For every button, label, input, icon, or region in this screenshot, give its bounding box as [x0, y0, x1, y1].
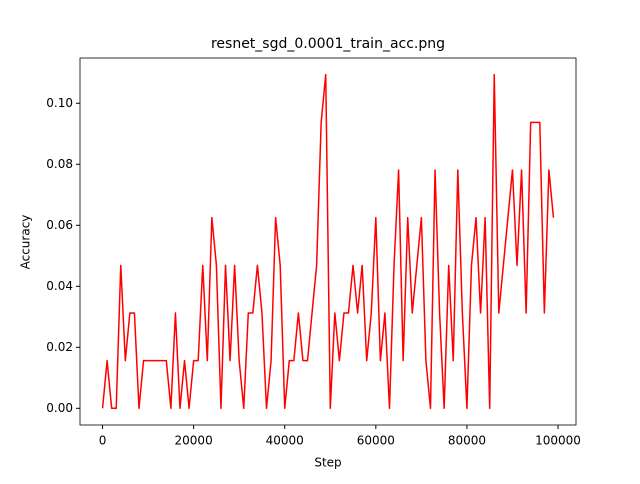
plot-frame [79, 57, 577, 426]
y-tick-label: 0.10 [46, 96, 73, 110]
x-tick-label: 80000 [448, 434, 486, 448]
chart-title: resnet_sgd_0.0001_train_acc.png [211, 36, 445, 52]
y-tick-label: 0.08 [46, 157, 73, 171]
y-tick-label: 0.06 [46, 218, 73, 232]
x-tick-label: 40000 [266, 434, 304, 448]
x-axis-label: Step [314, 456, 341, 470]
x-tick-label: 20000 [175, 434, 213, 448]
x-tick-label: 60000 [357, 434, 395, 448]
x-tick-label: 100000 [535, 434, 581, 448]
y-tick-label: 0.02 [46, 340, 73, 354]
y-tick-label: 0.04 [46, 279, 73, 293]
x-tick-label: 0 [99, 434, 107, 448]
data-line [101, 73, 555, 410]
y-tick-label: 0.00 [46, 401, 73, 415]
y-axis-label: Accuracy [19, 215, 33, 270]
